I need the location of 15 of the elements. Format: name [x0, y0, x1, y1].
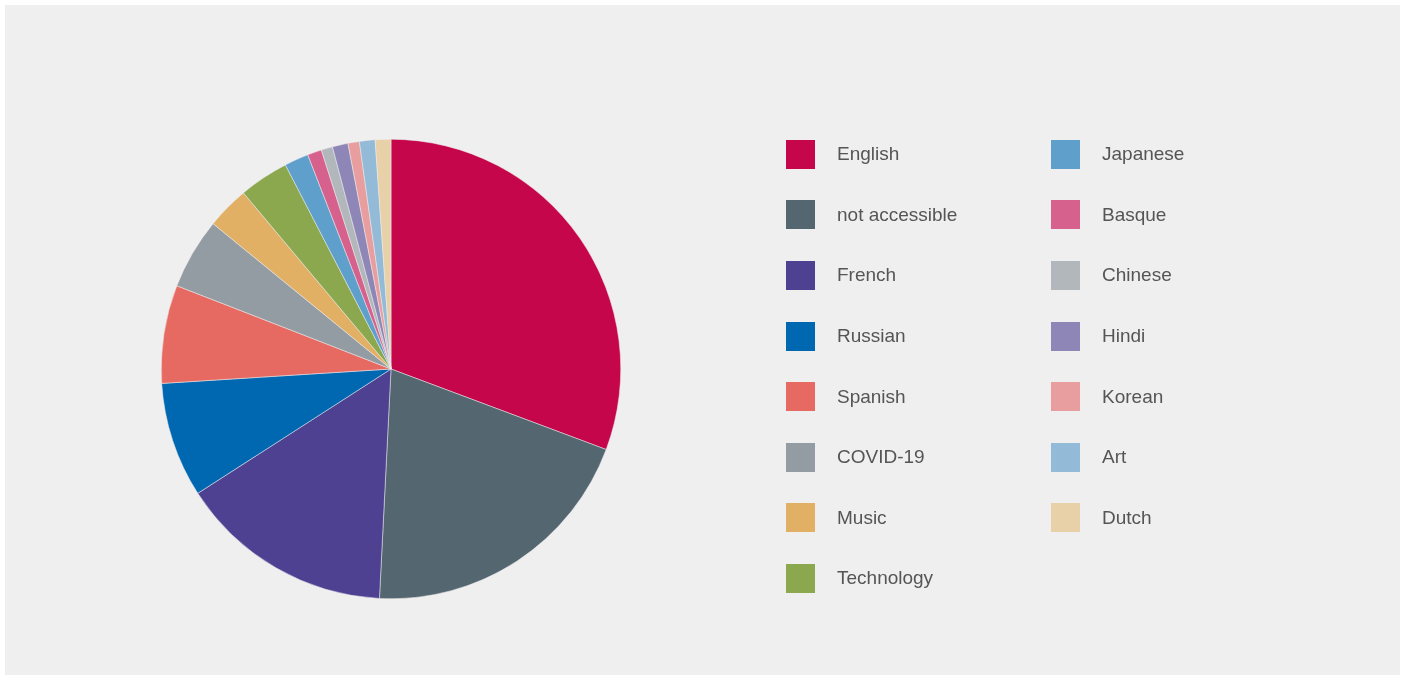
legend-label: Russian [837, 325, 906, 348]
legend-label: COVID-19 [837, 446, 925, 469]
legend-label: French [837, 264, 897, 287]
legend-label: Dutch [1102, 506, 1152, 529]
legend-label: English [837, 143, 900, 166]
legend-label: Japanese [1102, 143, 1185, 166]
legend-label: Spanish [837, 385, 906, 408]
legend-label: Basque [1102, 203, 1167, 226]
legend-label: Art [1102, 446, 1127, 469]
legend-label: Hindi [1102, 325, 1146, 348]
legend-label: Music [837, 506, 887, 529]
legend-label: Korean [1102, 385, 1164, 408]
legend-label: not accessible [837, 203, 958, 226]
legend-label: Technology [837, 567, 934, 590]
legend-label: Chinese [1102, 264, 1172, 287]
